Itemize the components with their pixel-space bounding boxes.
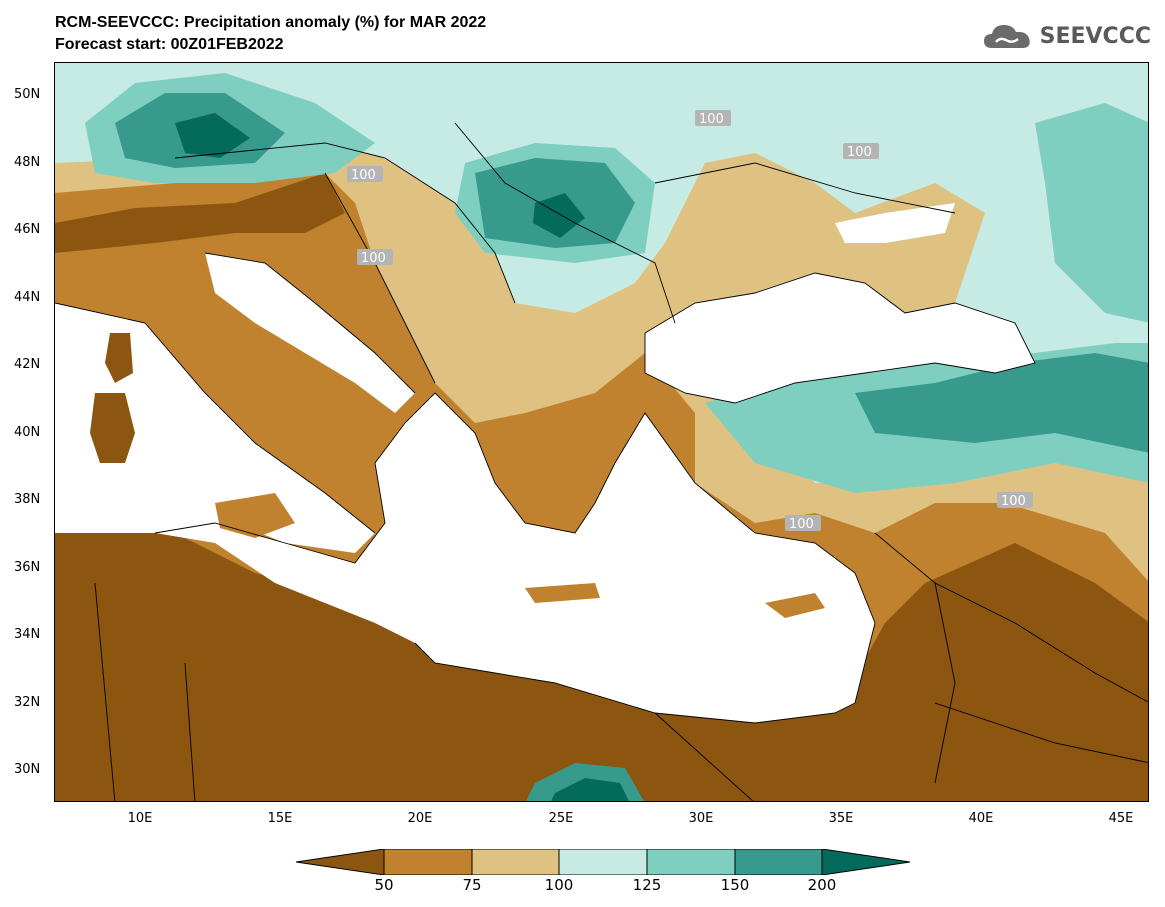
- lon-label-10e: 10E: [127, 811, 153, 826]
- lat-label-44n: 44N: [14, 290, 41, 305]
- colorbar-below-50: [296, 849, 384, 875]
- colorbar-50-75: [384, 849, 472, 875]
- crimea-azov: [835, 203, 955, 243]
- cloud-icon: [983, 25, 1030, 48]
- corsica: [105, 333, 133, 383]
- lon-label-25e: 25E: [548, 811, 574, 826]
- lat-label-42n: 42N: [14, 357, 41, 372]
- colorbar-above-200: [822, 849, 910, 875]
- lat-label-30n: 30N: [14, 762, 41, 777]
- lat-label-50n: 50N: [14, 87, 41, 102]
- colorbar-tick-200: 200: [807, 876, 837, 894]
- map-title: RCM-SEEVCCC: Precipitation anomaly (%) f…: [55, 14, 487, 31]
- wet-zone-carpathian-peak: [533, 193, 585, 238]
- lon-label-20e: 20E: [407, 811, 433, 826]
- wet-zone-east: [1035, 103, 1148, 323]
- contour-label: 100: [699, 112, 724, 127]
- contour-label: 100: [1001, 494, 1026, 509]
- wet-zone-caucasus: [855, 353, 1148, 453]
- adriatic-sea: [205, 253, 415, 413]
- lat-label-38n: 38N: [14, 492, 41, 507]
- country-borders: [55, 122, 1148, 801]
- dry-zone-strong-north: [55, 173, 345, 253]
- colorbar-75-100: [472, 849, 559, 875]
- colorbar-100-125: [559, 849, 647, 875]
- forecast-start: Forecast start: 00Z01FEB2022: [55, 36, 284, 53]
- mediterranean-sea: [55, 303, 875, 723]
- black-sea: [645, 273, 1035, 403]
- colorbar-tick-50: 50: [374, 876, 394, 894]
- seevccc-logo: SEEVCCC: [982, 20, 1151, 52]
- lon-label-15e: 15E: [267, 811, 293, 826]
- contour-label: 100: [789, 517, 814, 532]
- sardinia: [90, 393, 135, 463]
- colorbar-svg: [295, 848, 911, 876]
- colorbar-tick-125: 125: [632, 876, 662, 894]
- crete: [525, 583, 600, 603]
- logo-text: SEEVCCC: [1039, 23, 1151, 49]
- wet-zone-egypt-peak: [551, 778, 629, 801]
- lat-label-48n: 48N: [14, 155, 41, 170]
- lon-label-30e: 30E: [688, 811, 714, 826]
- title-block: RCM-SEEVCCC: Precipitation anomaly (%) f…: [55, 12, 486, 56]
- lat-label-34n: 34N: [14, 627, 41, 642]
- colorbar-tick-75: 75: [462, 876, 482, 894]
- sicily: [215, 493, 295, 538]
- contour-labels: 100 100 100 100 100 100: [351, 112, 1026, 532]
- colorbar-150-200: [735, 849, 822, 875]
- contour-label: 100: [351, 168, 376, 183]
- colorbar: [295, 848, 911, 879]
- lat-label-40n: 40N: [14, 425, 41, 440]
- wet-zone-north-peak: [175, 113, 250, 158]
- lat-label-32n: 32N: [14, 695, 41, 710]
- map-canvas: 100 100 100 100 100 100: [55, 63, 1148, 801]
- colorbar-tick-150: 150: [720, 876, 750, 894]
- lon-label-35e: 35E: [828, 811, 854, 826]
- lon-label-45e: 45E: [1108, 811, 1134, 826]
- anomaly-map: 100 100 100 100 100 100: [54, 62, 1149, 802]
- lon-label-40e: 40E: [968, 811, 994, 826]
- lat-label-46n: 46N: [14, 222, 41, 237]
- cyprus: [765, 593, 825, 618]
- contour-label: 100: [361, 251, 386, 266]
- contour-label: 100: [847, 145, 872, 160]
- colorbar-tick-100: 100: [544, 876, 574, 894]
- lat-label-36n: 36N: [14, 560, 41, 575]
- contour-label-boxes: [347, 110, 1033, 531]
- colorbar-125-150: [647, 849, 735, 875]
